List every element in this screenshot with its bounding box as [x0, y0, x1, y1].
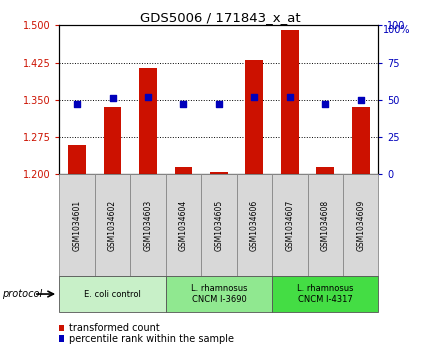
- Bar: [68, 146, 86, 174]
- Point: [251, 94, 258, 100]
- Point: [109, 95, 116, 101]
- Bar: [175, 167, 192, 174]
- Text: L. rhamnosus
CNCM I-3690: L. rhamnosus CNCM I-3690: [191, 284, 247, 304]
- Bar: [210, 172, 228, 174]
- Text: GSM1034607: GSM1034607: [285, 199, 294, 251]
- Point: [73, 101, 81, 107]
- Text: percentile rank within the sample: percentile rank within the sample: [69, 334, 234, 344]
- Text: protocol: protocol: [2, 289, 42, 299]
- Text: GSM1034609: GSM1034609: [356, 199, 365, 251]
- Point: [322, 101, 329, 107]
- Bar: [281, 30, 299, 174]
- Text: 100%: 100%: [383, 25, 411, 36]
- Point: [216, 101, 222, 107]
- Text: E. coli control: E. coli control: [84, 290, 141, 298]
- Text: GSM1034602: GSM1034602: [108, 200, 117, 250]
- Bar: [352, 107, 370, 174]
- Text: L. rhamnosus
CNCM I-4317: L. rhamnosus CNCM I-4317: [297, 284, 353, 304]
- Text: transformed count: transformed count: [69, 323, 159, 333]
- Text: GSM1034603: GSM1034603: [143, 199, 153, 251]
- Point: [286, 94, 293, 100]
- Bar: [104, 107, 121, 174]
- Text: GSM1034605: GSM1034605: [214, 199, 224, 251]
- Text: GSM1034601: GSM1034601: [73, 200, 82, 250]
- Text: GSM1034608: GSM1034608: [321, 200, 330, 250]
- Point: [357, 97, 364, 103]
- Bar: [316, 167, 334, 174]
- Text: GSM1034604: GSM1034604: [179, 199, 188, 251]
- Bar: [246, 60, 263, 174]
- Text: GSM1034606: GSM1034606: [250, 199, 259, 251]
- Point: [180, 101, 187, 107]
- Point: [144, 94, 151, 100]
- Bar: [139, 68, 157, 174]
- Text: GDS5006 / 171843_x_at: GDS5006 / 171843_x_at: [139, 11, 301, 24]
